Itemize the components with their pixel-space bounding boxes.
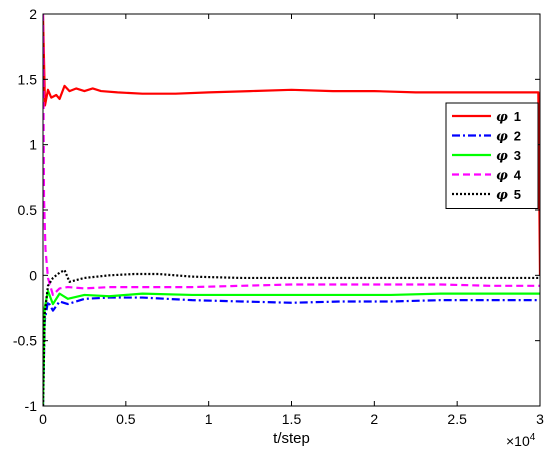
legend-series-name: 1 xyxy=(514,109,521,124)
x-tick-label: 1.5 xyxy=(282,411,302,427)
y-tick-label: 1 xyxy=(29,137,37,153)
series-line-phi-5 xyxy=(43,269,540,406)
x-tick-label: 3 xyxy=(536,411,544,427)
y-tick-label: 1.5 xyxy=(18,71,38,87)
y-tick-label: 2 xyxy=(29,6,37,22)
legend-series-name: 4 xyxy=(514,168,522,183)
legend-series-name: 5 xyxy=(514,187,521,202)
y-tick-label: -1 xyxy=(25,398,38,414)
x-tick-labels: 0 0.5 1 1.5 2 2.5 3 xyxy=(39,411,544,427)
series-line-phi-2 xyxy=(43,296,540,406)
legend-series-name: 3 xyxy=(514,148,521,163)
y-tick-label: -0.5 xyxy=(13,333,37,349)
y-tick-label: 0 xyxy=(29,267,37,283)
legend-series-name: 2 xyxy=(514,129,521,144)
series-line-phi-3 xyxy=(43,289,540,406)
x-tick-label: 2.5 xyxy=(447,411,467,427)
phi-symbol: φ xyxy=(496,130,508,145)
series-line-phi-1 xyxy=(43,14,540,276)
x-axis-label: t/step xyxy=(273,430,310,447)
x-tick-label: 1 xyxy=(205,411,213,427)
x-multiplier-exponent: 4 xyxy=(530,432,536,443)
x-tick-label: 0 xyxy=(39,411,47,427)
plot-frame xyxy=(42,13,541,407)
y-tick-label: 0.5 xyxy=(18,202,38,218)
x-axis-multiplier: ×104 xyxy=(506,432,536,449)
series-line-phi-4 xyxy=(43,14,540,297)
phi-symbol: φ xyxy=(496,149,508,164)
phi-symbol: φ xyxy=(496,169,508,184)
x-tick-label: 2 xyxy=(370,411,378,427)
tick-marks xyxy=(42,13,541,407)
x-multiplier-base: ×10 xyxy=(506,433,530,449)
phi-symbol: φ xyxy=(496,110,508,125)
series-layer xyxy=(43,14,540,406)
legend: φ 1φ 2φ 3φ 4φ 5 xyxy=(445,102,539,209)
x-tick-label: 0.5 xyxy=(116,411,136,427)
y-tick-labels: -1 -0.5 0 0.5 1 1.5 2 xyxy=(13,6,37,414)
phi-symbol: φ xyxy=(496,188,508,203)
